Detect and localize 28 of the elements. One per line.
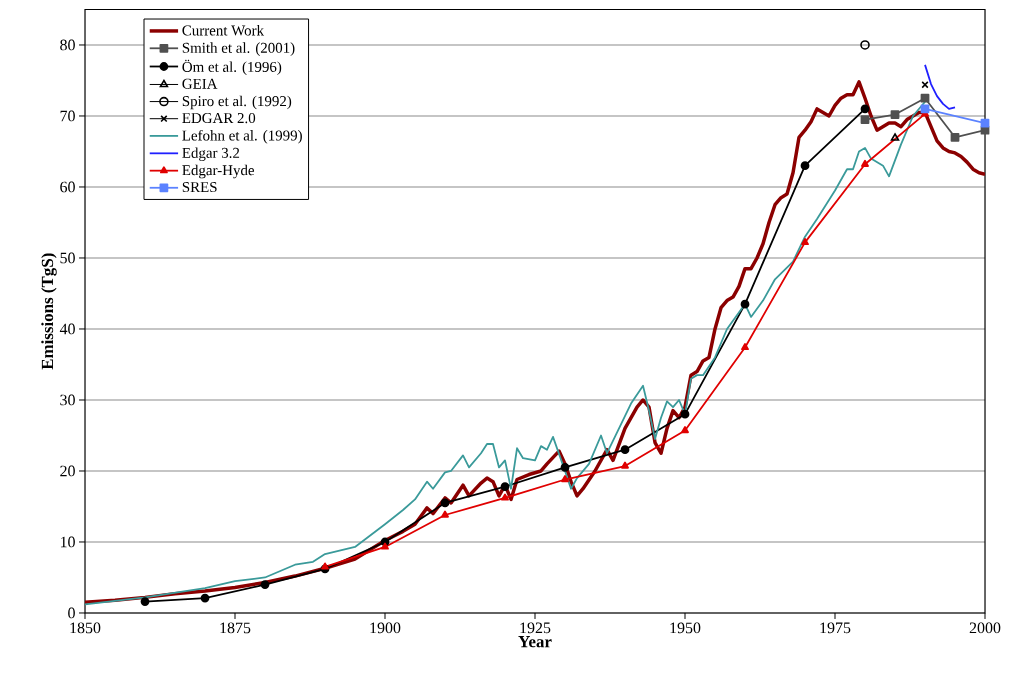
legend-label: Smith et al. (2001) (182, 42, 295, 56)
y-tick-label: 50 (60, 252, 75, 264)
y-tick-label: 20 (60, 465, 75, 477)
legend-label: Öm et al. (1996) (182, 59, 282, 75)
x-tick-label: 1950 (670, 622, 701, 634)
y-tick-label: 70 (60, 110, 75, 122)
x-tick-label: 1875 (220, 622, 251, 634)
y-axis-title: Emissions (TgS) (41, 253, 57, 370)
x-tick-label: 1850 (70, 622, 101, 634)
y-tick-label: 30 (60, 394, 75, 406)
y-tick-label: 40 (59, 323, 75, 335)
x-tick-label: 1975 (820, 622, 851, 634)
y-tick-label: 60 (60, 181, 75, 193)
legend-label: Spiro et al. (1992) (182, 95, 292, 110)
legend-label: Edgar-Hyde (182, 164, 255, 179)
x-tick-label: 1900 (370, 622, 401, 634)
x-tick-label: 2000 (969, 622, 1001, 634)
y-tick-label: 0 (68, 607, 75, 619)
legend-label: Current Work (182, 25, 265, 36)
legend-label: SRES (182, 182, 217, 193)
legend-label: Edgar 3.2 (182, 147, 240, 161)
y-tick-label: 80 (60, 39, 75, 51)
x-axis-title: Year (518, 636, 552, 648)
legend-label: GEIA (182, 78, 218, 89)
y-tick-label: 10 (60, 536, 75, 548)
legend-label: EDGAR 2.0 (182, 112, 256, 124)
x-tick-label: 1925 (520, 622, 551, 634)
legend-label: Lefohn et al. (1999) (182, 129, 302, 144)
